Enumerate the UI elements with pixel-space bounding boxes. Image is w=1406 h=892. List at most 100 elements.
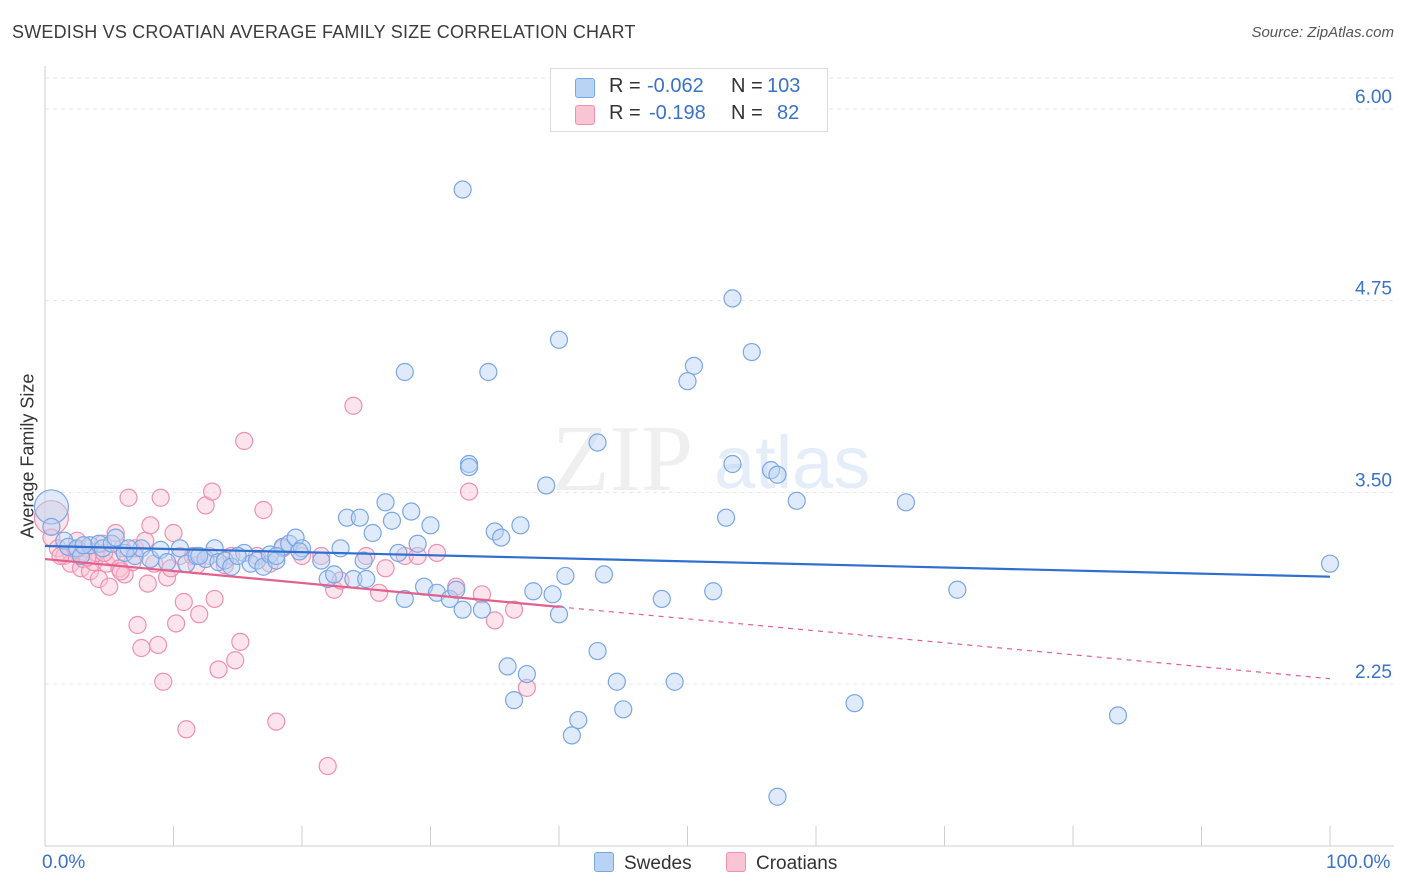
swedes-point — [768, 787, 787, 806]
swedes-point — [357, 569, 376, 589]
swedes-point — [42, 517, 61, 536]
series-swatch-croatians — [726, 852, 746, 872]
croatians-point — [370, 583, 389, 602]
croatians-trendline-extension — [558, 606, 1331, 680]
croatians-point — [202, 482, 222, 501]
croatians-point — [89, 569, 109, 589]
swedes-point — [312, 551, 331, 570]
swedes-point — [652, 589, 671, 609]
legend-n-label: N = — [731, 102, 763, 124]
swedes-point — [614, 700, 633, 719]
swedes-point — [325, 565, 344, 584]
trendlines — [44, 544, 1331, 680]
croatians-point — [166, 614, 186, 633]
croatians-point — [177, 720, 196, 739]
swedes-point — [498, 657, 517, 676]
swedes-point — [549, 330, 569, 349]
swedes-point — [286, 528, 305, 547]
swedes-point — [354, 551, 373, 570]
swedes-point — [440, 589, 459, 609]
swedes-point — [543, 585, 562, 604]
croatians-point — [157, 568, 177, 587]
swedes-point — [896, 493, 916, 512]
swedes-point — [106, 528, 125, 547]
swedes-point — [402, 502, 421, 521]
swedes-point — [492, 528, 511, 547]
series-name-swedes: Swedes — [624, 853, 692, 874]
swedes-point — [222, 557, 241, 576]
series-legend-croatians[interactable]: Croatians — [726, 852, 837, 875]
legend-n-value-swedes: 103 — [767, 75, 801, 97]
swedes-point — [33, 489, 70, 525]
swedes-point — [1320, 554, 1340, 573]
croatians-point — [517, 678, 536, 697]
x-axis-min-label: 0.0% — [42, 852, 86, 873]
swedes-point — [845, 694, 864, 713]
y-tick-label: 3.50 — [1355, 470, 1392, 491]
croatians-point — [190, 605, 209, 624]
croatians-point — [164, 523, 183, 543]
chart-source: Source: ZipAtlas.com — [1251, 24, 1394, 41]
swedes-point — [768, 465, 787, 484]
croatians-point — [226, 651, 245, 670]
swedes-point — [472, 600, 491, 619]
legend-n-value-croatians: 82 — [777, 102, 800, 124]
swedes-point — [1108, 706, 1128, 725]
legend-n-label: N = — [731, 75, 763, 97]
swedes-point — [569, 710, 588, 730]
croatians-point — [100, 577, 119, 596]
swedes-point — [395, 362, 414, 382]
swedes-point — [318, 569, 337, 589]
croatians-point — [154, 672, 173, 691]
swedes-point — [504, 691, 524, 710]
croatians-point — [254, 500, 273, 520]
swedes-point — [588, 433, 607, 452]
swedes-point — [588, 641, 607, 661]
series-swatch-swedes — [594, 852, 614, 872]
swedes-point — [267, 546, 286, 566]
swedes-point — [453, 180, 472, 199]
y-tick-label: 2.25 — [1355, 662, 1392, 683]
croatians-point — [174, 592, 193, 612]
croatians-point — [151, 488, 170, 507]
croatians-point — [376, 559, 395, 578]
swedes-point — [511, 516, 530, 535]
swedes-point — [350, 508, 369, 527]
swedes-trendline — [44, 544, 1331, 578]
legend-row-croatians: R = -0.198 N = 82 — [551, 100, 827, 128]
legend-row-swedes: R = -0.062 N = 103 — [551, 73, 827, 101]
watermark: ZIP atlas — [552, 407, 870, 511]
series-legend-swedes[interactable]: Swedes — [594, 852, 692, 875]
croatians-point — [138, 574, 157, 593]
swedes-point — [459, 457, 479, 477]
croatians-point — [128, 615, 147, 635]
swedes-point — [337, 508, 357, 527]
croatians-point — [141, 516, 160, 535]
legend-r-label: R = — [609, 75, 641, 97]
legend-swatch-swedes — [575, 78, 595, 98]
swedes-point — [453, 600, 472, 619]
swedes-point — [190, 546, 209, 566]
swedes-point — [549, 605, 569, 624]
legend-r-value-swedes: -0.062 — [647, 75, 704, 97]
swedes-point — [716, 508, 736, 527]
swedes-point — [761, 461, 781, 480]
croatians-point — [427, 543, 447, 563]
swedes-point — [382, 511, 402, 530]
croatians-point — [119, 488, 138, 507]
y-tick-label: 4.75 — [1355, 279, 1392, 300]
croatians-point — [106, 523, 125, 543]
axes — [44, 66, 1394, 847]
swedes-point — [537, 476, 556, 495]
swedes-point — [723, 289, 742, 308]
correlation-legend: R = -0.062 N = 103 R = -0.198 N = 82 — [550, 68, 828, 132]
series-name-croatians: Croatians — [756, 853, 838, 874]
croatians-point — [235, 431, 254, 451]
swedes-point — [524, 582, 543, 601]
legend-r-value-croatians: -0.198 — [649, 102, 706, 124]
croatians-point — [209, 660, 228, 679]
swedes-point — [479, 362, 498, 382]
croatians-point — [504, 600, 524, 619]
swedes-point — [665, 672, 684, 691]
